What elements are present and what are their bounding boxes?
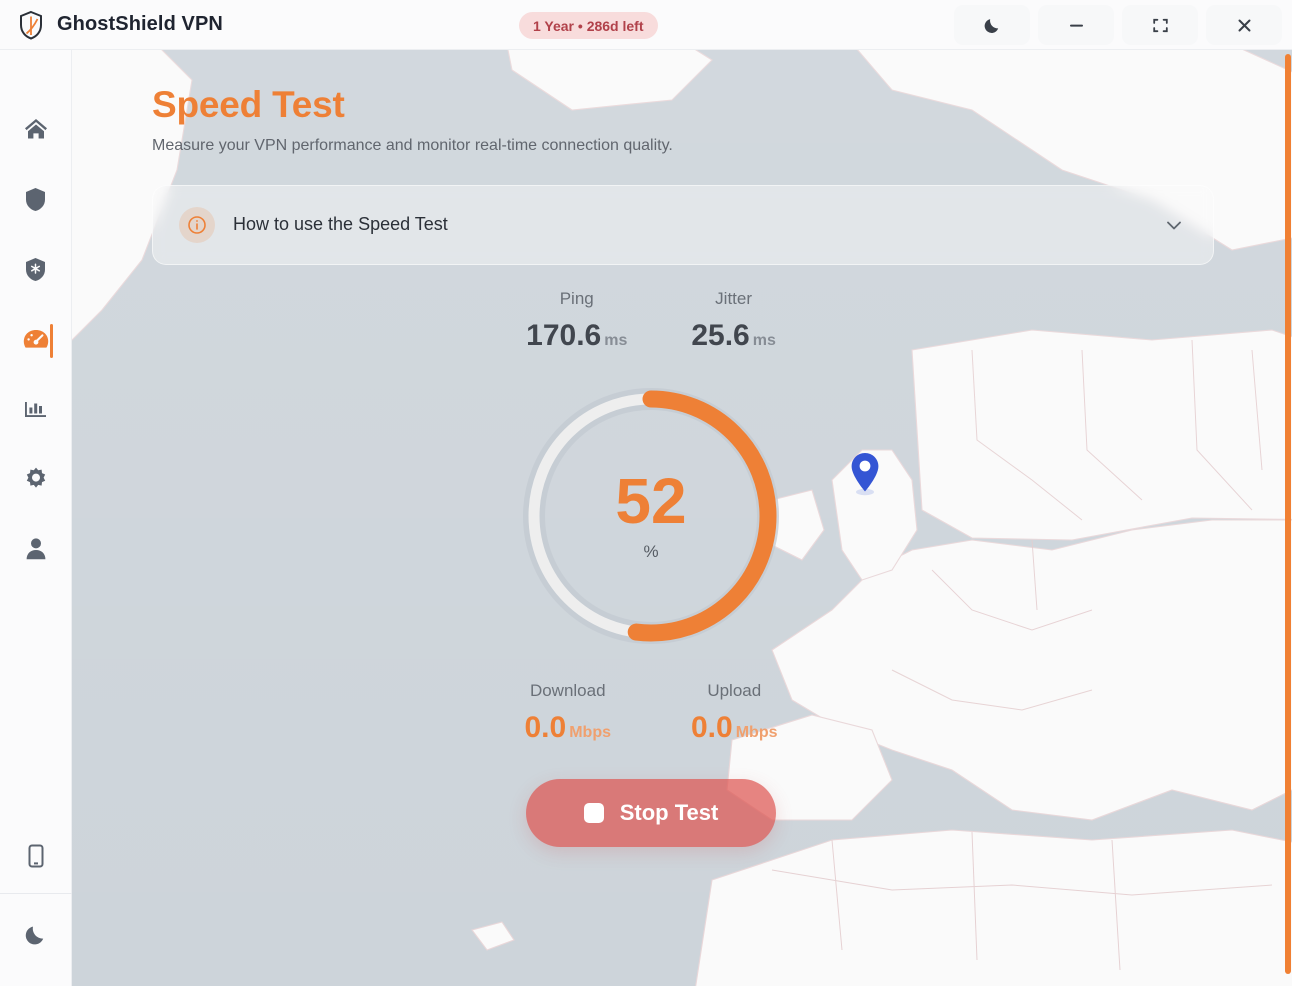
metric-upload-number: 0.0: [691, 710, 733, 744]
sidebar-item-account[interactable]: [0, 516, 71, 586]
fullscreen-icon: [1151, 16, 1170, 35]
person-icon: [24, 536, 48, 566]
minus-icon: [1067, 16, 1086, 35]
sidebar-item-protection[interactable]: [0, 166, 71, 236]
metric-upload-unit: Mbps: [735, 723, 778, 741]
sidebar-bottom: [0, 823, 72, 986]
moon-icon: [24, 923, 48, 952]
speedometer-icon: [22, 327, 50, 356]
metric-download-unit: Mbps: [569, 723, 611, 741]
metric-jitter-value: 25.6 ms: [691, 319, 776, 353]
metric-download-number: 0.0: [524, 710, 567, 744]
metric-upload-value: 0.0 Mbps: [691, 711, 778, 745]
license-badge: 1 Year • 286d left: [519, 12, 658, 39]
stop-test-button[interactable]: Stop Test: [526, 778, 776, 847]
speed-test-page: Speed Test Measure your VPN performance …: [72, 50, 1292, 986]
app-title: GhostShield VPN: [57, 13, 223, 35]
brand: GhostShield VPN: [0, 10, 223, 40]
sidebar: [0, 50, 72, 986]
gear-icon: [23, 466, 49, 497]
server-location-pin[interactable]: [847, 450, 883, 501]
sidebar-item-theme-toggle[interactable]: [0, 902, 71, 972]
metric-download-label: Download: [529, 680, 606, 700]
phone-icon: [26, 843, 46, 874]
moon-icon: [983, 16, 1002, 35]
title-bar: GhostShield VPN 1 Year • 286d left: [0, 0, 1292, 50]
dark-mode-toggle[interactable]: [954, 5, 1030, 45]
metric-ping-unit: ms: [604, 331, 628, 349]
main-content: Speed Test Measure your VPN performance …: [72, 50, 1292, 986]
window-controls: [954, 5, 1282, 45]
metric-jitter: Jitter 25.6 ms: [691, 289, 776, 353]
close-button[interactable]: [1206, 5, 1282, 45]
metric-ping-value: 170.6 ms: [526, 319, 627, 353]
gauge-center-readout: 52 %: [516, 381, 786, 651]
metric-jitter-number: 25.6: [691, 318, 750, 352]
sidebar-item-settings[interactable]: [0, 446, 71, 516]
sidebar-item-kill-switch[interactable]: [0, 236, 71, 306]
progress-gauge-wrap: 52 %: [152, 381, 1250, 651]
maximize-button[interactable]: [1122, 5, 1198, 45]
chevron-down-icon[interactable]: [1163, 214, 1185, 236]
metric-jitter-unit: ms: [752, 331, 776, 349]
throughput-metrics: Download 0.0 Mbps Upload 0.0 Mbps: [152, 681, 1250, 745]
sidebar-item-speed-test[interactable]: [0, 306, 71, 376]
shield-logo-icon: [18, 10, 44, 40]
metric-upload-label: Upload: [707, 680, 762, 700]
stop-test-button-label: Stop Test: [619, 799, 719, 825]
content-scrollbar[interactable]: [1284, 50, 1292, 986]
how-to-accordion-label: How to use the Speed Test: [233, 214, 448, 235]
page-subtitle: Measure your VPN performance and monitor…: [152, 136, 673, 154]
shield-icon: [23, 186, 48, 217]
info-icon: [179, 206, 215, 243]
page-title: Speed Test: [152, 84, 345, 125]
home-icon: [23, 116, 49, 147]
metric-download: Download 0.0 Mbps: [525, 681, 612, 745]
shield-snowflake-icon: [23, 256, 48, 287]
sidebar-item-mobile-devices[interactable]: [0, 823, 71, 893]
gauge-unit: %: [643, 542, 659, 562]
sidebar-item-home[interactable]: [0, 96, 71, 166]
how-to-accordion[interactable]: How to use the Speed Test: [152, 184, 1214, 265]
action-row: Stop Test: [152, 778, 1250, 847]
sidebar-item-statistics[interactable]: [0, 376, 71, 446]
sidebar-divider: [0, 893, 72, 894]
metric-ping: Ping 170.6 ms: [526, 289, 627, 353]
content-scrollbar-thumb[interactable]: [1285, 54, 1291, 974]
gauge-value: 52: [615, 465, 687, 538]
sidebar-nav: [0, 50, 71, 586]
close-icon: [1235, 16, 1254, 35]
latency-metrics: Ping 170.6 ms Jitter 25.6 ms: [152, 289, 1250, 353]
minimize-button[interactable]: [1038, 5, 1114, 45]
metric-ping-label: Ping: [559, 288, 594, 308]
metric-upload: Upload 0.0 Mbps: [691, 681, 778, 745]
progress-gauge: 52 %: [516, 381, 786, 651]
stop-square-icon: [583, 802, 604, 823]
bar-chart-icon: [23, 397, 48, 426]
metric-ping-number: 170.6: [526, 318, 602, 352]
metric-download-value: 0.0 Mbps: [525, 711, 612, 745]
metric-jitter-label: Jitter: [715, 288, 753, 308]
